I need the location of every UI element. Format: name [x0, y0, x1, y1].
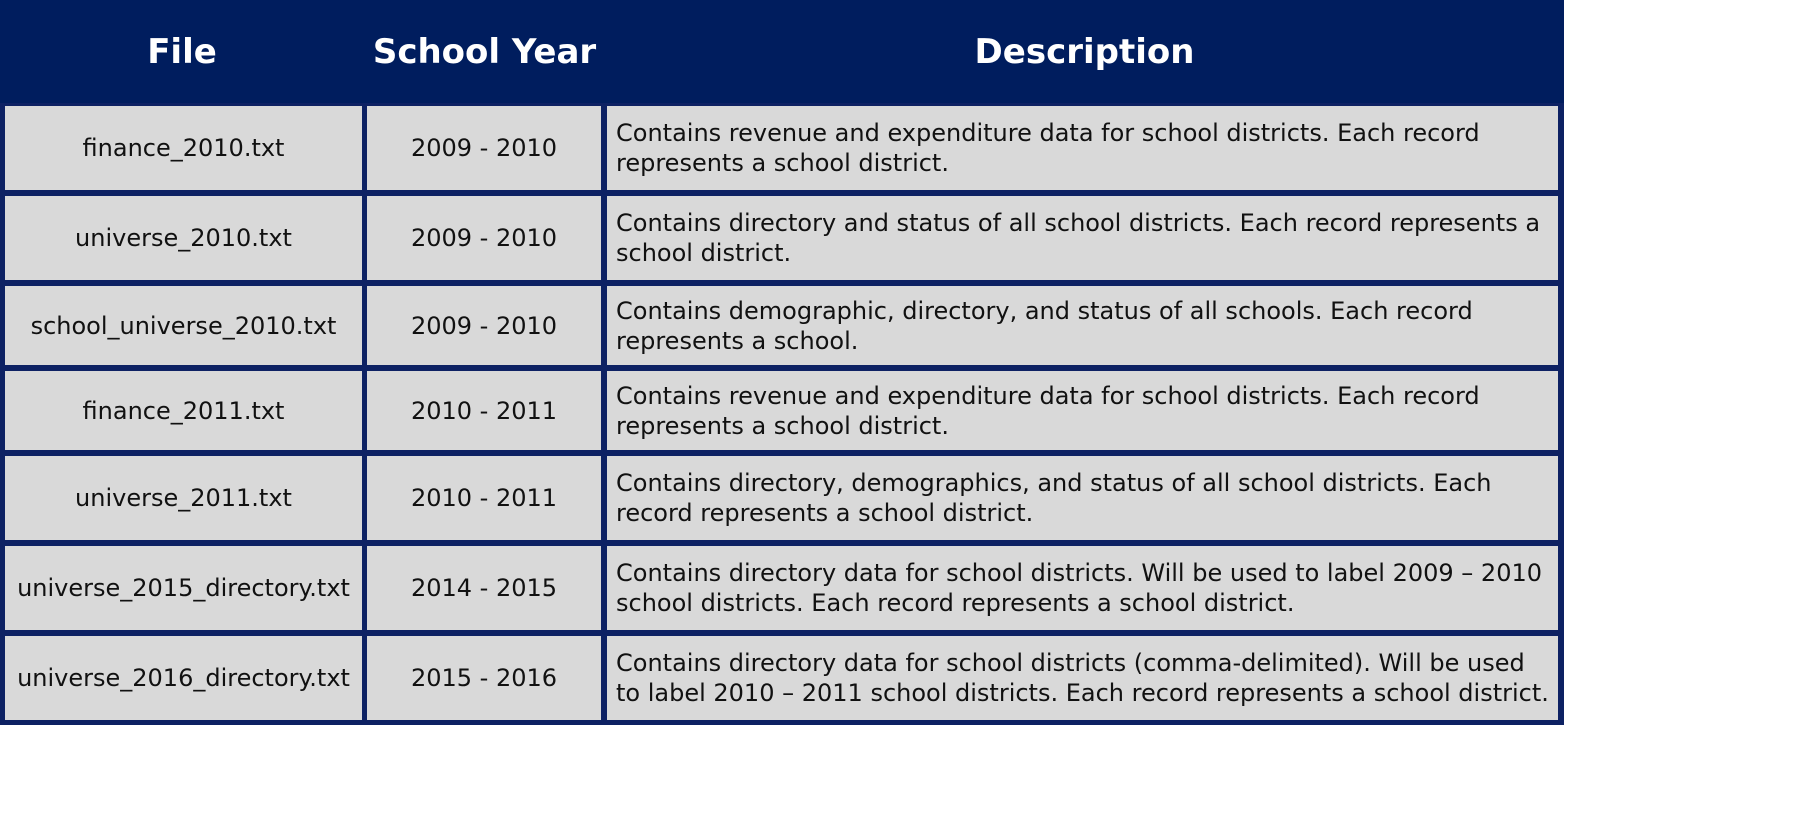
description-cell: Contains revenue and expenditure data fo… [607, 106, 1558, 190]
file-name-cell: universe_2015_directory.txt [5, 546, 362, 630]
description-cell: Contains directory data for school distr… [607, 636, 1558, 720]
file-name-cell: universe_2010.txt [5, 196, 362, 280]
school-year-cell: 2009 - 2010 [367, 106, 601, 190]
table-row: universe_2010.txt 2009 - 2010 Contains d… [0, 196, 1564, 280]
header-school-year: School Year [372, 31, 597, 72]
header-file: File [147, 31, 217, 72]
school-year-cell: 2009 - 2010 [367, 196, 601, 280]
table-row: school_universe_2010.txt 2009 - 2010 Con… [0, 286, 1564, 365]
description-cell: Contains demographic, directory, and sta… [607, 286, 1558, 365]
file-table: File School Year Description finance_201… [0, 0, 1564, 725]
file-name-cell: school_universe_2010.txt [5, 286, 362, 365]
header-description: Description [974, 31, 1195, 72]
description-cell: Contains revenue and expenditure data fo… [607, 371, 1558, 450]
table-row: universe_2011.txt 2010 - 2011 Contains d… [0, 456, 1564, 540]
school-year-cell: 2010 - 2011 [367, 456, 601, 540]
file-name-cell: finance_2011.txt [5, 371, 362, 450]
table-row: finance_2010.txt 2009 - 2010 Contains re… [0, 106, 1564, 190]
file-name-cell: finance_2010.txt [5, 106, 362, 190]
school-year-cell: 2015 - 2016 [367, 636, 601, 720]
table-row: universe_2016_directory.txt 2015 - 2016 … [0, 636, 1564, 720]
file-name-cell: universe_2011.txt [5, 456, 362, 540]
school-year-cell: 2010 - 2011 [367, 371, 601, 450]
description-cell: Contains directory and status of all sch… [607, 196, 1558, 280]
file-name-cell: universe_2016_directory.txt [5, 636, 362, 720]
school-year-cell: 2014 - 2015 [367, 546, 601, 630]
school-year-cell: 2009 - 2010 [367, 286, 601, 365]
description-cell: Contains directory, demographics, and st… [607, 456, 1558, 540]
table-row: finance_2011.txt 2010 - 2011 Contains re… [0, 371, 1564, 450]
table-header-row: File School Year Description [0, 0, 1564, 103]
table-row: universe_2015_directory.txt 2014 - 2015 … [0, 546, 1564, 630]
description-cell: Contains directory data for school distr… [607, 546, 1558, 630]
